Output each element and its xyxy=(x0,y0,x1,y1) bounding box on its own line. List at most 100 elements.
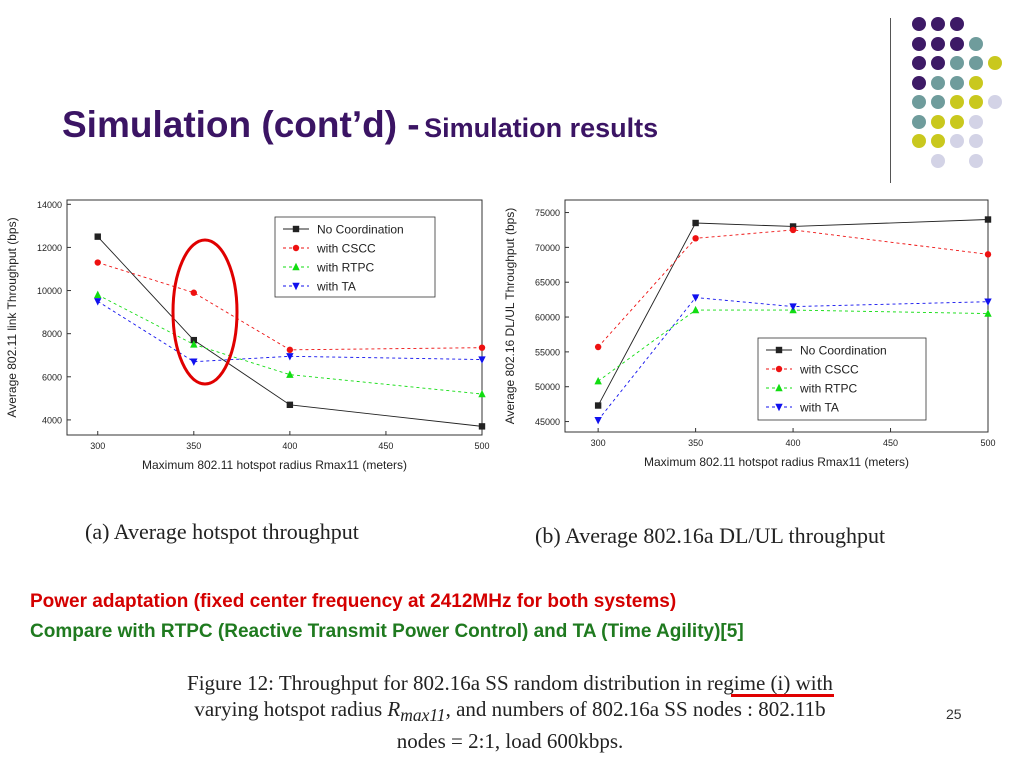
chart-hotspot-throughput: 4000 6000 8000 10000 12000 14000 300 350 400 450 5… xyxy=(5,199,490,472)
decorative-dot xyxy=(950,134,964,148)
y-tick-label: 75000 xyxy=(535,208,560,218)
decorative-dot xyxy=(969,95,983,109)
decorative-dot xyxy=(912,36,926,51)
series-with-ta xyxy=(94,298,486,366)
data-point xyxy=(478,423,486,430)
series-no-coordination xyxy=(594,216,992,409)
data-point xyxy=(789,223,797,230)
data-point xyxy=(286,401,294,409)
decorative-divider xyxy=(890,18,891,183)
decorative-dot xyxy=(950,75,964,90)
series-no-coordination xyxy=(94,233,486,430)
data-point xyxy=(478,356,486,364)
y-tick-label: 6000 xyxy=(42,372,62,382)
title-sub: Simulation results xyxy=(424,113,659,143)
decorative-dot xyxy=(969,153,983,168)
decorative-dot xyxy=(969,114,983,129)
legend-label: with CSCC xyxy=(316,242,376,256)
decorative-dot xyxy=(988,56,1002,70)
comparison-note: Compare with RTPC (Reactive Transmit Pow… xyxy=(30,621,744,642)
page-number: 25 xyxy=(946,706,962,722)
title-main: Simulation (cont’d) - xyxy=(62,104,420,145)
legend-marker xyxy=(292,244,300,252)
decorative-dot xyxy=(950,95,964,109)
data-point xyxy=(286,353,294,361)
y-tick-label: 8000 xyxy=(42,329,62,339)
data-point xyxy=(789,303,797,311)
data-point xyxy=(984,298,992,306)
figure-caption-line-2a: varying hotspot radius xyxy=(194,697,388,721)
legend-marker xyxy=(292,262,300,271)
data-point xyxy=(94,259,101,266)
legend-label: with TA xyxy=(316,280,356,294)
data-point xyxy=(190,340,198,348)
decorative-dot xyxy=(931,114,945,129)
decorative-dot xyxy=(969,56,983,70)
decorative-dot xyxy=(950,56,964,70)
data-point xyxy=(691,305,700,314)
x-tick-label: 500 xyxy=(474,441,489,451)
x-tick-label: 300 xyxy=(90,441,105,451)
figure-caption-line-3: nodes = 2:1, load 600kbps. xyxy=(396,729,624,754)
power-adaptation-note: Power adaptation (fixed center frequency… xyxy=(30,591,677,612)
decorative-dot xyxy=(912,75,926,90)
data-point xyxy=(984,251,992,258)
data-point xyxy=(478,344,486,351)
decorative-dot xyxy=(931,95,945,109)
y-tick-label: 60000 xyxy=(535,313,560,323)
legend-label: with CSCC xyxy=(799,363,859,377)
caption-b: (b) Average 802.16a DL/UL throughput xyxy=(535,523,886,548)
data-point xyxy=(478,389,486,398)
series-line xyxy=(97,294,483,395)
decorative-dot xyxy=(931,75,945,90)
legend-label: with RTPC xyxy=(799,382,857,396)
x-tick-label: 350 xyxy=(186,441,201,451)
y-tick-label: 55000 xyxy=(535,347,560,357)
data-point xyxy=(94,290,102,299)
decorative-dot xyxy=(931,134,945,148)
legend-label: with TA xyxy=(799,401,839,415)
decorative-dot xyxy=(931,56,945,70)
caption-a: (a) Average hotspot throughput xyxy=(85,519,359,544)
x-axis-label: Maximum 802.11 hotspot radius Rmax11 (me… xyxy=(142,458,407,472)
data-point xyxy=(94,298,102,306)
series-with-rtpc xyxy=(94,290,486,398)
legend-box xyxy=(757,337,927,421)
figure-caption-subscript: max11 xyxy=(400,705,446,726)
data-point xyxy=(94,233,101,240)
regime-underline xyxy=(731,694,834,697)
y-tick-label: 12000 xyxy=(37,243,62,253)
y-axis-label: Average 802.11 link Throughput (bps) xyxy=(5,217,19,417)
x-tick-label: 300 xyxy=(591,438,606,448)
decorative-dot xyxy=(950,17,964,31)
data-point xyxy=(789,226,797,234)
y-tick-label: 45000 xyxy=(535,417,560,427)
data-point xyxy=(190,336,198,344)
figure-caption-line-2: varying hotspot radius Rmax11, and numbe… xyxy=(120,696,900,728)
decorative-dot xyxy=(950,36,964,51)
series-line xyxy=(597,297,989,421)
decorative-dot xyxy=(969,36,983,51)
series-with-cscc xyxy=(94,259,486,354)
decorative-dot xyxy=(912,134,926,148)
legend-box xyxy=(274,216,436,298)
figure-caption-line-1: Figure 12: Throughput for 802.16a SS ran… xyxy=(187,671,833,695)
data-point xyxy=(594,376,602,385)
data-point xyxy=(286,370,294,378)
decorative-dot xyxy=(969,134,983,148)
series-line xyxy=(597,229,989,348)
decorative-dot xyxy=(912,17,926,31)
x-tick-label: 450 xyxy=(378,441,393,451)
data-point xyxy=(984,309,992,317)
data-point xyxy=(984,216,992,223)
decorative-dot xyxy=(931,17,945,31)
y-tick-label: 50000 xyxy=(535,382,560,392)
data-point xyxy=(190,358,198,366)
decorative-dot xyxy=(988,95,1002,109)
decorative-dot xyxy=(969,75,983,90)
data-point xyxy=(594,416,602,425)
figure-caption-line-2b: , and numbers of 802.16a SS nodes : 802.… xyxy=(445,697,826,721)
x-axis-label: Maximum 802.11 hotspot radius Rmax11 (me… xyxy=(644,455,909,469)
decorative-dot xyxy=(950,114,964,129)
series-line xyxy=(597,309,989,382)
